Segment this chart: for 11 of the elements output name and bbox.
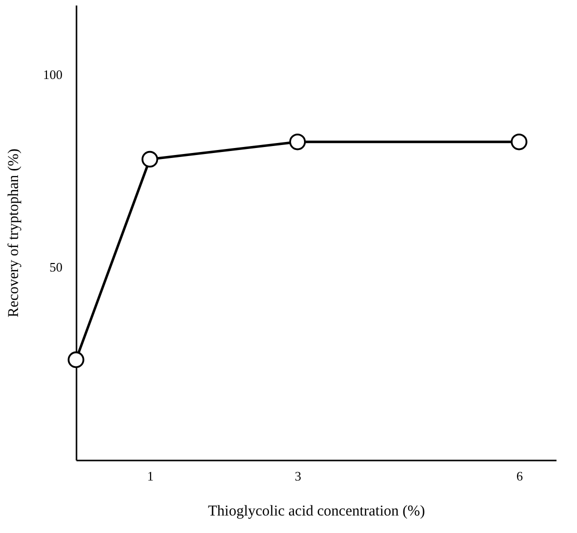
y-tick-label: 100 bbox=[43, 66, 62, 82]
point bbox=[68, 351, 84, 368]
x-tick-label: 3 bbox=[294, 468, 302, 484]
x-tick-label: 1 bbox=[147, 468, 154, 484]
point bbox=[510, 134, 528, 150]
point bbox=[142, 150, 158, 168]
x-tick-label: 6 bbox=[516, 468, 524, 484]
point bbox=[289, 134, 306, 150]
y-tick-label: 50 bbox=[50, 260, 62, 275]
x-axis-title: Thioglycolic acid concentration (%) bbox=[208, 504, 425, 520]
y-axis-title: Recovery of tryptophan (%) bbox=[6, 148, 22, 318]
